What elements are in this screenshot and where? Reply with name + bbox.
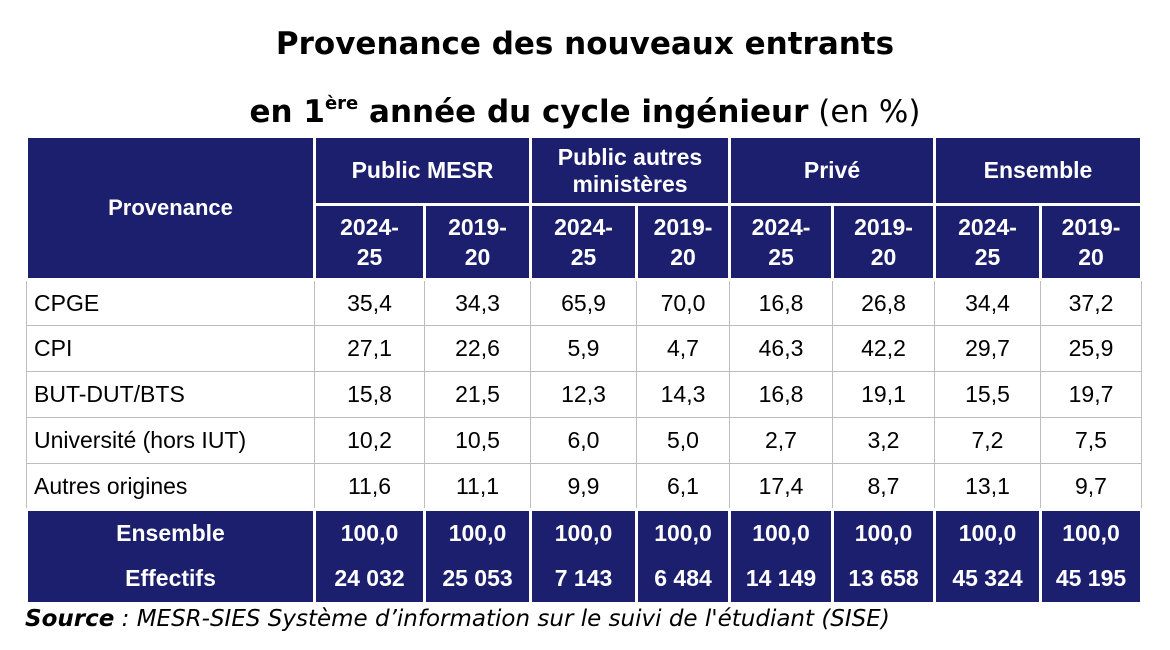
group-header: Ensemble [933, 135, 1143, 206]
row-label: Université (hors IUT) [26, 417, 315, 464]
row-label: BUT-DUT/BTS [26, 371, 315, 418]
year-header: 2024- 25 [313, 203, 426, 281]
effectifs-row-label: Effectifs [25, 555, 316, 602]
table-row: Autres origines 11,6 11,1 9,9 6,1 17,4 8,7 13,1… [26, 463, 1142, 510]
cell-value: 6 484 [635, 555, 731, 602]
cell-value: 5,0 [636, 417, 730, 464]
cell-value: 17,4 [729, 463, 833, 510]
cell-value: 4,7 [636, 325, 730, 372]
cell-value: 100,0 [831, 508, 936, 556]
cell-value: 45 324 [933, 555, 1042, 602]
cell-value: 100,0 [423, 508, 532, 556]
table-title-line2: en 1ère année du cycle ingénieur (en %) [249, 93, 921, 130]
cell-value: 12,3 [530, 371, 637, 418]
cell-value: 34,3 [424, 279, 531, 326]
cell-value: 3,2 [832, 417, 935, 464]
cell-value: 13,1 [934, 463, 1041, 510]
cell-value: 9,7 [1040, 463, 1142, 510]
cell-value: 65,9 [530, 279, 637, 326]
cell-value: 8,7 [832, 463, 935, 510]
cell-value: 16,8 [729, 279, 833, 326]
cell-value: 100,0 [728, 508, 834, 556]
row-label: CPI [26, 325, 315, 372]
cell-value: 22,6 [424, 325, 531, 372]
cell-value: 14,3 [636, 371, 730, 418]
cell-value: 46,3 [729, 325, 833, 372]
year-header: 2024- 25 [728, 203, 834, 281]
cell-value: 42,2 [832, 325, 935, 372]
cell-value: 19,1 [832, 371, 935, 418]
cell-value: 11,6 [314, 463, 425, 510]
group-header: Public autres ministères [529, 135, 731, 206]
cell-value: 27,1 [314, 325, 425, 372]
group-header: Public MESR [313, 135, 532, 206]
cell-value: 10,5 [424, 417, 531, 464]
table-title-line1: Provenance des nouveaux entrants [275, 26, 895, 62]
cell-value: 25 053 [423, 555, 532, 602]
year-header: 2019- 20 [1039, 203, 1143, 281]
cell-value: 15,8 [314, 371, 425, 418]
cell-value: 37,2 [1040, 279, 1142, 326]
cell-value: 7 143 [529, 555, 638, 602]
cell-value: 100,0 [635, 508, 731, 556]
row-label: CPGE [26, 279, 315, 326]
group-header: Privé [728, 135, 936, 206]
cell-value: 13 658 [831, 555, 936, 602]
total-row-label: Ensemble [25, 508, 316, 556]
cell-value: 45 195 [1039, 555, 1143, 602]
cell-value: 7,5 [1040, 417, 1142, 464]
cell-value: 6,0 [530, 417, 637, 464]
row-label: Autres origines [26, 463, 315, 510]
row-header-provenance: Provenance [25, 135, 316, 281]
year-header: 2019- 20 [635, 203, 731, 281]
year-header: 2024- 25 [933, 203, 1042, 281]
cell-value: 24 032 [313, 555, 426, 602]
cell-value: 10,2 [314, 417, 425, 464]
year-header: 2019- 20 [423, 203, 532, 281]
cell-value: 21,5 [424, 371, 531, 418]
cell-value: 100,0 [933, 508, 1042, 556]
year-header: 2019- 20 [831, 203, 936, 281]
cell-value: 34,4 [934, 279, 1041, 326]
source-note: Source : MESR-SIES Système d’information… [25, 606, 890, 632]
cell-value: 26,8 [832, 279, 935, 326]
table-row: BUT-DUT/BTS 15,8 21,5 12,3 14,3 16,8 19,1 15,5 1… [26, 371, 1142, 418]
cell-value: 100,0 [529, 508, 638, 556]
provenance-table: Provenance Public MESR Public autres minis… [25, 135, 1143, 602]
cell-value: 100,0 [1039, 508, 1143, 556]
cell-value: 11,1 [424, 463, 531, 510]
cell-value: 29,7 [934, 325, 1041, 372]
year-header: 2024- 25 [529, 203, 638, 281]
cell-value: 16,8 [729, 371, 833, 418]
cell-value: 35,4 [314, 279, 425, 326]
cell-value: 19,7 [1040, 371, 1142, 418]
cell-value: 6,1 [636, 463, 730, 510]
cell-value: 70,0 [636, 279, 730, 326]
table-row: CPI 27,1 22,6 5,9 4,7 46,3 42,2 29,7 25,9 [26, 325, 1142, 372]
cell-value: 5,9 [530, 325, 637, 372]
total-row: Ensemble 100,0 100,0 100,0 100,0 100,0 100,0 10… [25, 508, 1143, 556]
cell-value: 7,2 [934, 417, 1041, 464]
cell-value: 2,7 [729, 417, 833, 464]
table-row: CPGE 35,4 34,3 65,9 70,0 16,8 26,8 34,4 37,2 [26, 279, 1142, 326]
cell-value: 15,5 [934, 371, 1041, 418]
effectifs-row: Effectifs 24 032 25 053 7 143 6 484 14 149 13 … [25, 555, 1143, 602]
cell-value: 14 149 [728, 555, 834, 602]
cell-value: 9,9 [530, 463, 637, 510]
cell-value: 25,9 [1040, 325, 1142, 372]
table-row: Université (hors IUT) 10,2 10,5 6,0 5,0 2,7 3,… [26, 417, 1142, 464]
cell-value: 100,0 [313, 508, 426, 556]
